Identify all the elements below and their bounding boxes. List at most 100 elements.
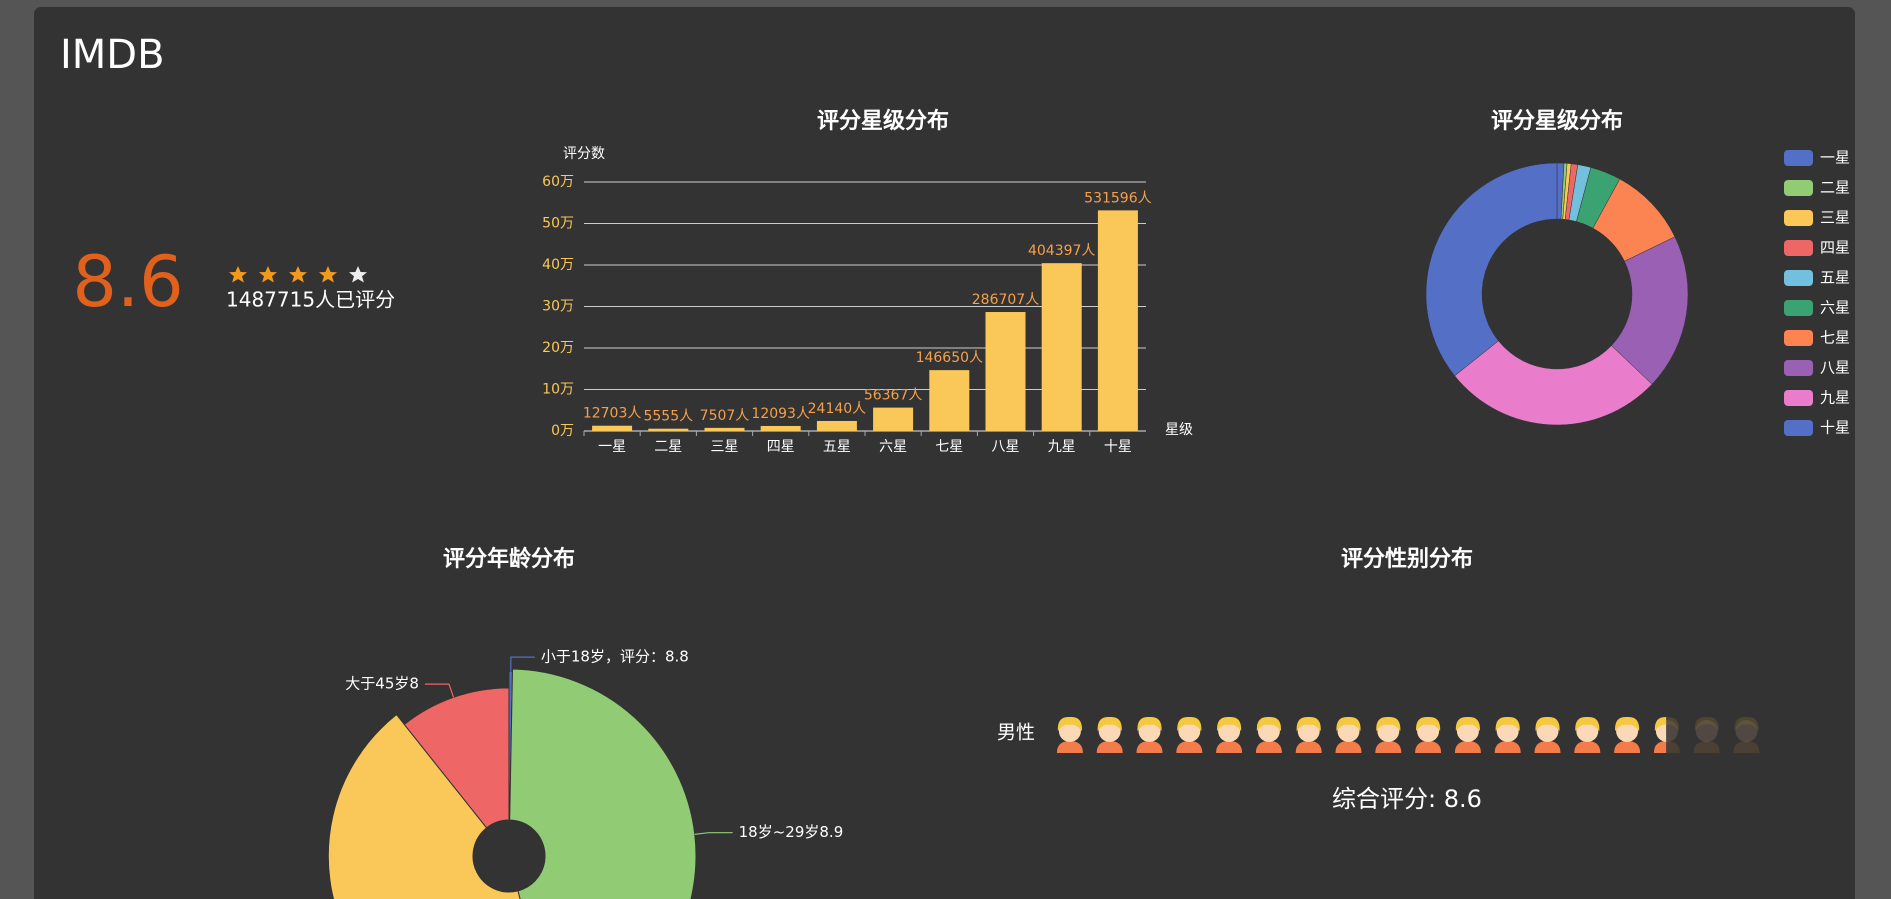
bar [592, 425, 633, 431]
icon-shirt [1415, 741, 1442, 753]
value-label: 5555人 [643, 409, 693, 425]
icon-hair [1256, 716, 1281, 731]
icon-hair [1535, 716, 1560, 731]
icon-head [1058, 720, 1081, 742]
score: 8.6 [72, 241, 183, 323]
legend-label: 六星 [1820, 299, 1850, 317]
icon-head [1297, 720, 1320, 742]
bar [704, 427, 745, 431]
legend-swatch [1784, 390, 1813, 406]
icon-head [1576, 720, 1599, 742]
x-tick-label: 七星 [935, 439, 963, 455]
icon-fill [1056, 716, 1667, 753]
icon-shirt [1335, 741, 1362, 753]
y-tick-label: 50万 [542, 216, 574, 232]
bar [1041, 263, 1082, 431]
bar [816, 420, 857, 431]
rose-slice [509, 668, 697, 899]
legend-swatch [1784, 150, 1813, 166]
icon-shirt [1295, 741, 1322, 753]
chart-title: 评分年龄分布 [443, 546, 575, 572]
x-tick-label: 六星 [879, 439, 907, 455]
icon-hair [1137, 716, 1162, 731]
x-axis-name: 星级 [1165, 422, 1193, 438]
value-label: 24140人 [808, 401, 867, 417]
icon-head [1337, 720, 1360, 742]
legend-swatch [1784, 330, 1813, 346]
icon-hair [1416, 716, 1441, 731]
icon-hair [1734, 716, 1759, 731]
y-tick-label: 10万 [542, 382, 574, 398]
legend-label: 七星 [1820, 329, 1850, 347]
bar [985, 312, 1026, 431]
value-label: 12703人 [583, 406, 642, 422]
x-tick-label: 二星 [654, 439, 682, 455]
bar [929, 370, 970, 431]
icon-hair [1654, 716, 1667, 731]
icon-hair [1376, 716, 1401, 731]
icon-head [1695, 720, 1718, 742]
value-label: 531596人 [1084, 190, 1151, 206]
legend-swatch [1784, 360, 1813, 376]
legend-swatch [1784, 300, 1813, 316]
legend-label: 二星 [1820, 179, 1850, 197]
icon-hair [1296, 716, 1321, 731]
x-tick-label: 十星 [1104, 439, 1132, 455]
icon-shirt [1096, 741, 1123, 753]
icon-shirt [1136, 741, 1163, 753]
slice-label: 大于45岁8 [345, 675, 419, 693]
legend-swatch [1784, 180, 1813, 196]
icon-shirt [1454, 741, 1481, 753]
leader-line [510, 656, 535, 672]
bar [760, 425, 801, 431]
star [259, 266, 277, 283]
category-label: 男性 [997, 722, 1035, 744]
x-tick-label: 四星 [767, 439, 795, 455]
icon-shirt [1653, 741, 1667, 753]
value-label: 146650人 [916, 350, 983, 366]
x-tick-label: 五星 [823, 439, 851, 455]
y-tick-label: 40万 [542, 257, 574, 273]
icon-head [1377, 720, 1400, 742]
x-tick-label: 八星 [992, 439, 1020, 455]
rating-count: 1487715人已评分 [226, 288, 395, 312]
slice-label: 18岁~29岁8.9 [739, 823, 844, 841]
legend-swatch [1784, 240, 1813, 256]
icon-head [1178, 720, 1201, 742]
icon-head [1257, 720, 1280, 742]
icon-head [1456, 720, 1479, 742]
icon-shirt [1614, 741, 1641, 753]
star [289, 266, 307, 283]
icon-shirt [1176, 741, 1203, 753]
icon-hair [1057, 716, 1082, 731]
y-tick-label: 60万 [542, 174, 574, 190]
icon-hair [1575, 716, 1600, 731]
leader-line [694, 832, 733, 835]
icon-head [1496, 720, 1519, 742]
icon-head [1138, 720, 1161, 742]
star [349, 266, 367, 283]
bar [648, 428, 689, 431]
legend-label: 八星 [1820, 359, 1850, 377]
icon-shirt [1216, 741, 1243, 753]
legend-swatch [1784, 420, 1813, 436]
icon-hair [1177, 716, 1202, 731]
icon-head [1098, 720, 1121, 742]
icon-hair [1455, 716, 1480, 731]
donut-slice [1425, 162, 1558, 377]
x-tick-label: 九星 [1048, 439, 1076, 455]
rose-slice [403, 687, 510, 829]
chart-title: 评分性别分布 [1341, 546, 1473, 572]
score-label: 综合评分: 8.6 [1332, 785, 1482, 813]
legend-swatch [1784, 270, 1813, 286]
icon-shirt [1534, 741, 1561, 753]
leader-line [424, 683, 455, 698]
icon-hair [1694, 716, 1719, 731]
chart-title: 评分星级分布 [1491, 108, 1623, 134]
legend-label: 九星 [1820, 389, 1850, 407]
value-label: 56367人 [864, 388, 923, 404]
value-label: 7507人 [700, 408, 750, 424]
icon-hair [1336, 716, 1361, 731]
slice-label: 小于18岁，评分：8.8 [541, 648, 689, 666]
icon-shirt [1693, 741, 1720, 753]
